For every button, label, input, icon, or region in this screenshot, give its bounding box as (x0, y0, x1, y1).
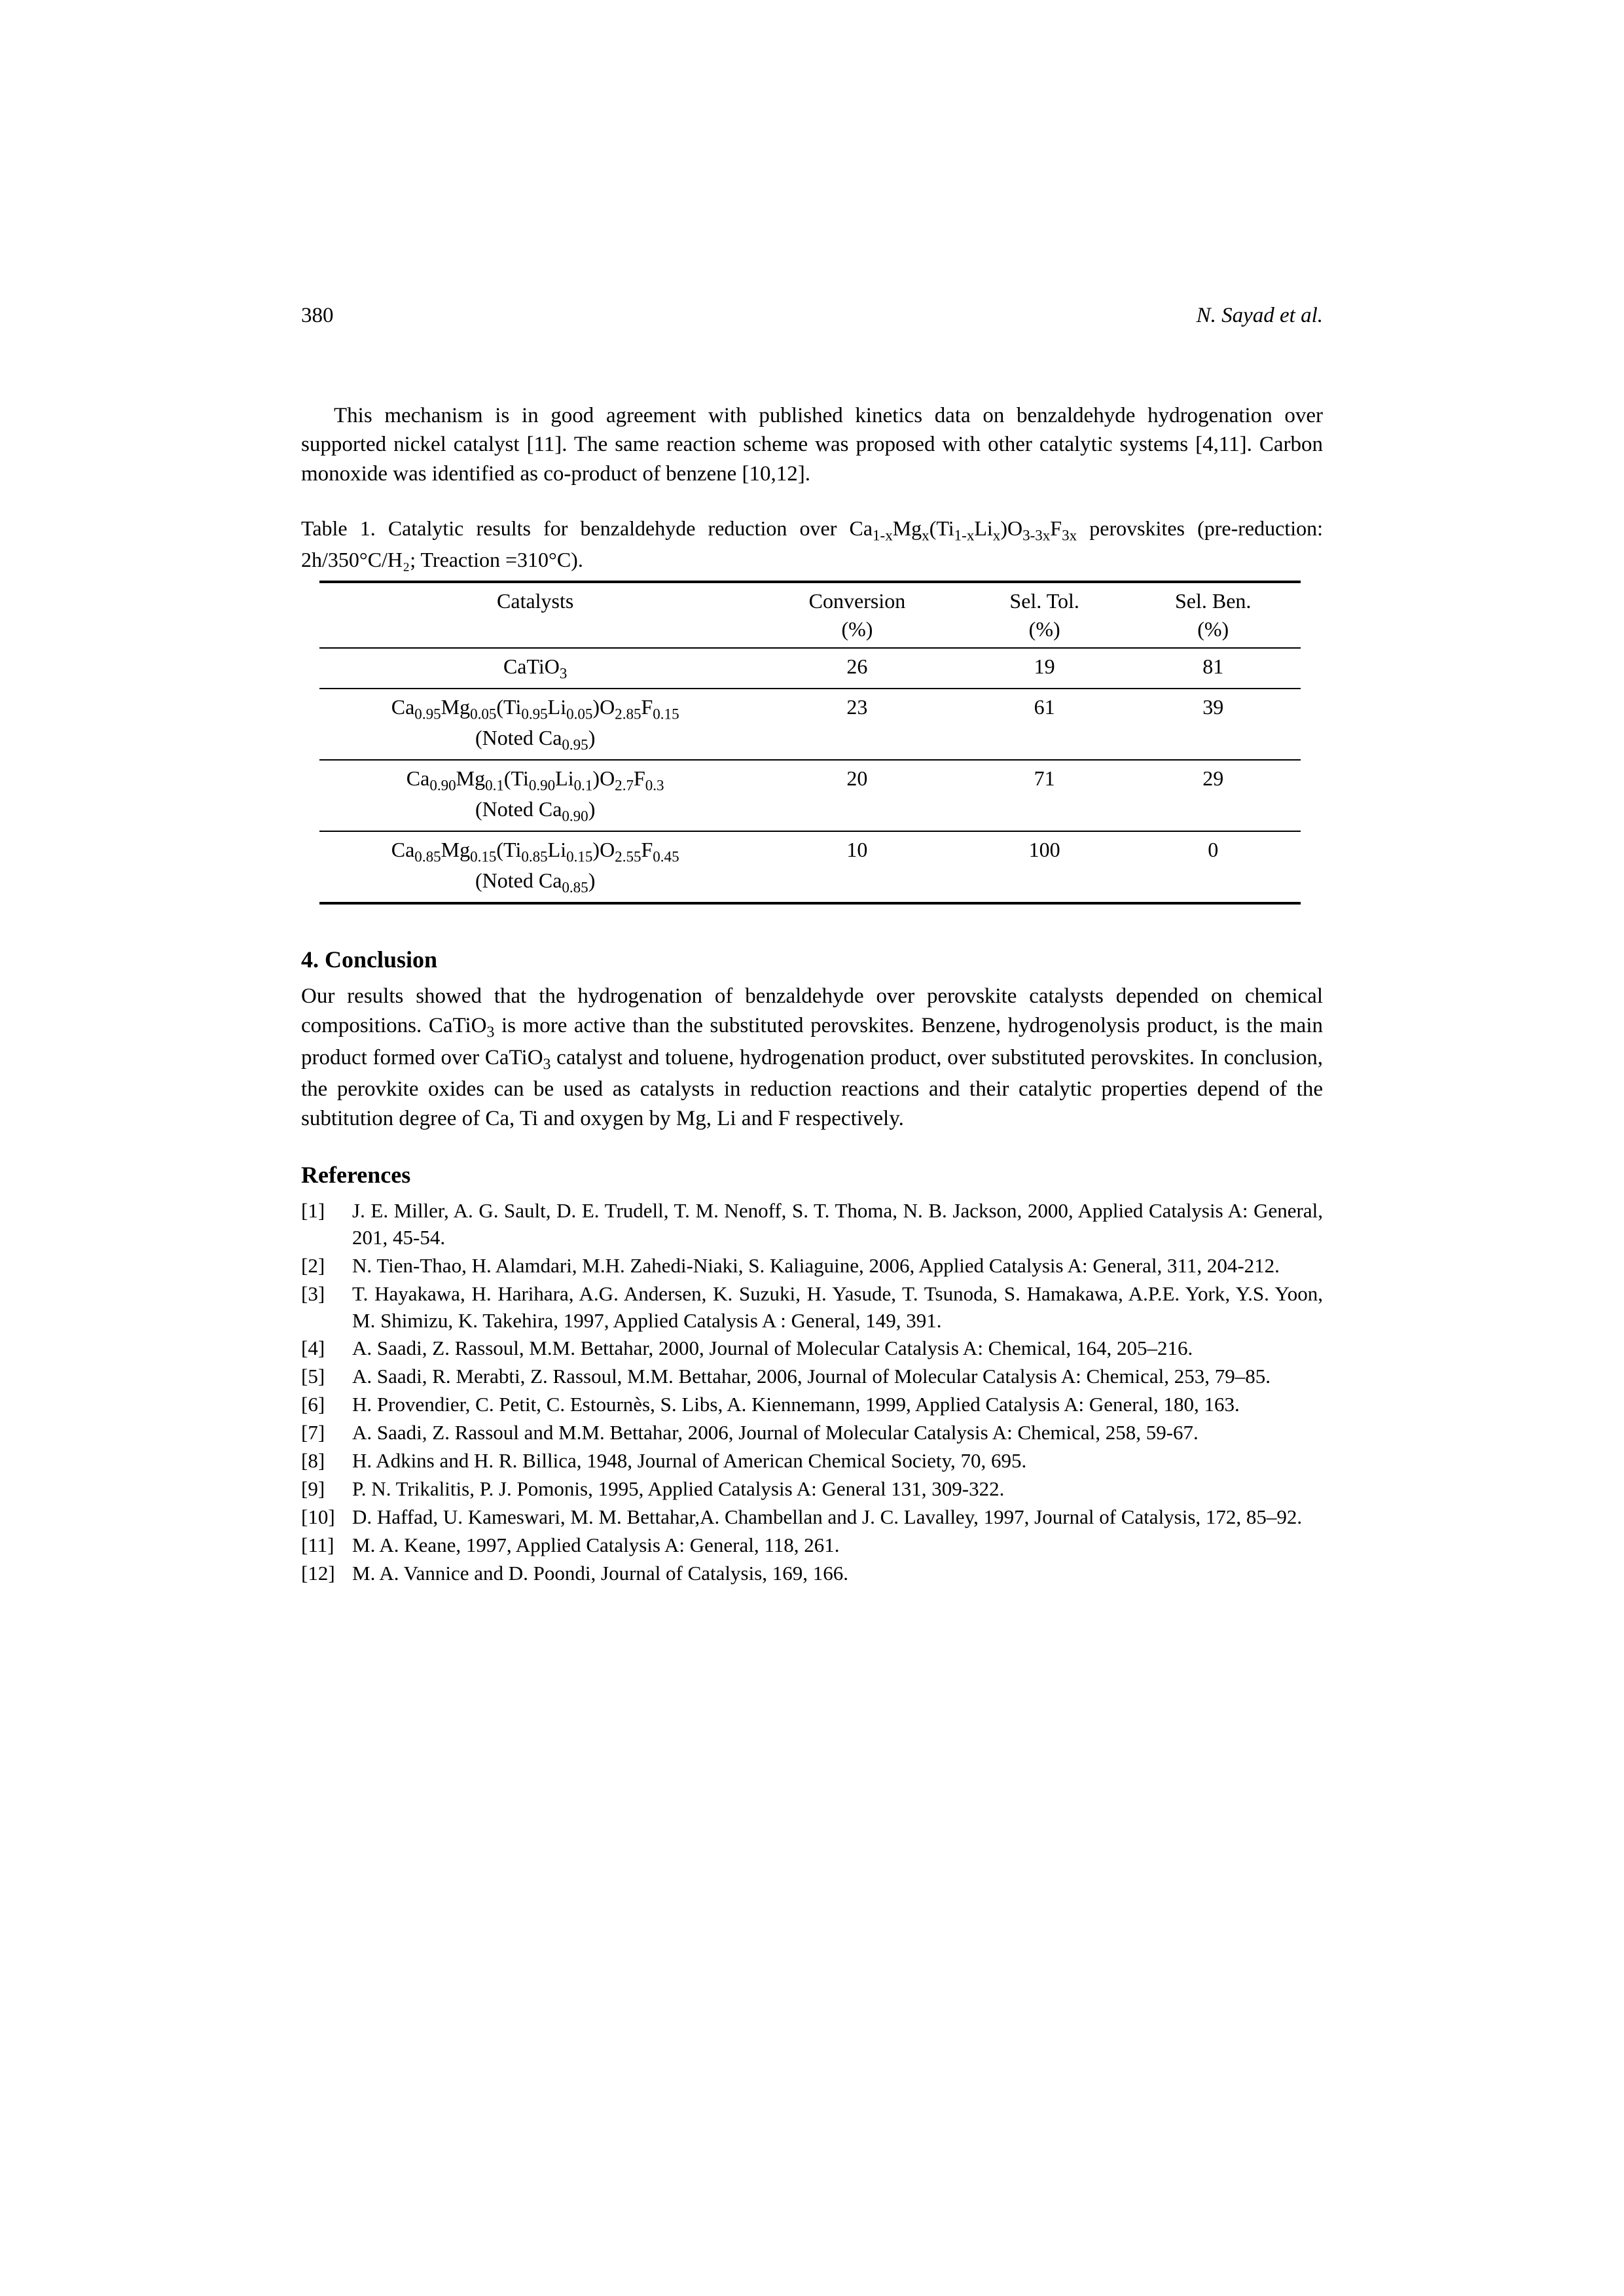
cell-conv: 10 (751, 831, 963, 903)
cell-conv: 26 (751, 648, 963, 689)
cell-ben: 81 (1126, 648, 1301, 689)
reference-item: [11]M. A. Keane, 1997, Applied Catalysis… (301, 1532, 1323, 1559)
cell-conv: 20 (751, 760, 963, 831)
reference-text: T. Hayakawa, H. Harihara, A.G. Andersen,… (352, 1281, 1323, 1335)
reference-number: [7] (301, 1420, 352, 1446)
reference-number: [2] (301, 1253, 352, 1280)
col-sel-tol: Sel. Tol.(%) (963, 582, 1125, 648)
cell-catalyst: Ca0.95Mg0.05(Ti0.95Li0.05)O2.85F0.15(Not… (319, 689, 751, 760)
running-authors: N. Sayad et al. (1197, 301, 1323, 331)
reference-number: [6] (301, 1391, 352, 1418)
reference-text: H. Adkins and H. R. Billica, 1948, Journ… (352, 1448, 1323, 1475)
cell-ben: 29 (1126, 760, 1301, 831)
running-header: 380 N. Sayad et al. (301, 301, 1323, 331)
reference-number: [12] (301, 1560, 352, 1587)
reference-number: [5] (301, 1363, 352, 1390)
reference-text: P. N. Trikalitis, P. J. Pomonis, 1995, A… (352, 1476, 1323, 1503)
reference-item: [10]D. Haffad, U. Kameswari, M. M. Betta… (301, 1504, 1323, 1531)
page-number: 380 (301, 301, 334, 331)
col-sel-ben: Sel. Ben.(%) (1126, 582, 1301, 648)
references-heading: References (301, 1159, 1323, 1191)
reference-text: H. Provendier, C. Petit, C. Estournès, S… (352, 1391, 1323, 1418)
reference-item: [1]J. E. Miller, A. G. Sault, D. E. Trud… (301, 1198, 1323, 1251)
conclusion-paragraph: Our results showed that the hydrogenatio… (301, 982, 1323, 1133)
reference-item: [2]N. Tien-Thao, H. Alamdari, M.H. Zahed… (301, 1253, 1323, 1280)
reference-number: [4] (301, 1335, 352, 1362)
reference-number: [11] (301, 1532, 352, 1559)
cell-ben: 0 (1126, 831, 1301, 903)
reference-number: [9] (301, 1476, 352, 1503)
reference-item: [8]H. Adkins and H. R. Billica, 1948, Jo… (301, 1448, 1323, 1475)
conclusion-heading: 4. Conclusion (301, 944, 1323, 976)
references-list: [1]J. E. Miller, A. G. Sault, D. E. Trud… (301, 1198, 1323, 1587)
cell-ben: 39 (1126, 689, 1301, 760)
reference-item: [3]T. Hayakawa, H. Harihara, A.G. Anders… (301, 1281, 1323, 1335)
reference-number: [3] (301, 1281, 352, 1335)
cell-catalyst: CaTiO3 (319, 648, 751, 689)
reference-item: [4]A. Saadi, Z. Rassoul, M.M. Bettahar, … (301, 1335, 1323, 1362)
body-paragraph-1: This mechanism is in good agreement with… (301, 401, 1323, 489)
cell-tol: 61 (963, 689, 1125, 760)
reference-item: [9]P. N. Trikalitis, P. J. Pomonis, 1995… (301, 1476, 1323, 1503)
reference-text: N. Tien-Thao, H. Alamdari, M.H. Zahedi-N… (352, 1253, 1323, 1280)
reference-text: A. Saadi, Z. Rassoul, M.M. Bettahar, 200… (352, 1335, 1323, 1362)
caption-pre: Table 1. Catalytic results for benzaldeh… (301, 516, 873, 540)
caption-sub: 1-x (873, 527, 893, 544)
col-conversion: Conversion(%) (751, 582, 963, 648)
table-row: Ca0.85Mg0.15(Ti0.85Li0.15)O2.55F0.45(Not… (319, 831, 1301, 903)
reference-number: [1] (301, 1198, 352, 1251)
table-row: Ca0.90Mg0.1(Ti0.90Li0.1)O2.7F0.3(Noted C… (319, 760, 1301, 831)
reference-number: [8] (301, 1448, 352, 1475)
results-table: Catalysts Conversion(%) Sel. Tol.(%) Sel… (319, 581, 1301, 905)
reference-item: [7]A. Saadi, Z. Rassoul and M.M. Bettaha… (301, 1420, 1323, 1446)
reference-item: [5]A. Saadi, R. Merabti, Z. Rassoul, M.M… (301, 1363, 1323, 1390)
cell-conv: 23 (751, 689, 963, 760)
cell-catalyst: Ca0.85Mg0.15(Ti0.85Li0.15)O2.55F0.45(Not… (319, 831, 751, 903)
table-row: Ca0.95Mg0.05(Ti0.95Li0.05)O2.85F0.15(Not… (319, 689, 1301, 760)
reference-item: [12]M. A. Vannice and D. Poondi, Journal… (301, 1560, 1323, 1587)
reference-number: [10] (301, 1504, 352, 1531)
reference-text: A. Saadi, R. Merabti, Z. Rassoul, M.M. B… (352, 1363, 1323, 1390)
reference-text: D. Haffad, U. Kameswari, M. M. Bettahar,… (352, 1504, 1323, 1531)
reference-text: M. A. Vannice and D. Poondi, Journal of … (352, 1560, 1323, 1587)
cell-catalyst: Ca0.90Mg0.1(Ti0.90Li0.1)O2.7F0.3(Noted C… (319, 760, 751, 831)
reference-text: A. Saadi, Z. Rassoul and M.M. Bettahar, … (352, 1420, 1323, 1446)
table-caption: Table 1. Catalytic results for benzaldeh… (301, 514, 1323, 574)
cell-tol: 100 (963, 831, 1125, 903)
reference-item: [6]H. Provendier, C. Petit, C. Estournès… (301, 1391, 1323, 1418)
table-header-row: Catalysts Conversion(%) Sel. Tol.(%) Sel… (319, 582, 1301, 648)
cell-tol: 71 (963, 760, 1125, 831)
table-row: CaTiO3 26 19 81 (319, 648, 1301, 689)
col-catalysts: Catalysts (319, 582, 751, 648)
reference-text: J. E. Miller, A. G. Sault, D. E. Trudell… (352, 1198, 1323, 1251)
reference-text: M. A. Keane, 1997, Applied Catalysis A: … (352, 1532, 1323, 1559)
cell-tol: 19 (963, 648, 1125, 689)
